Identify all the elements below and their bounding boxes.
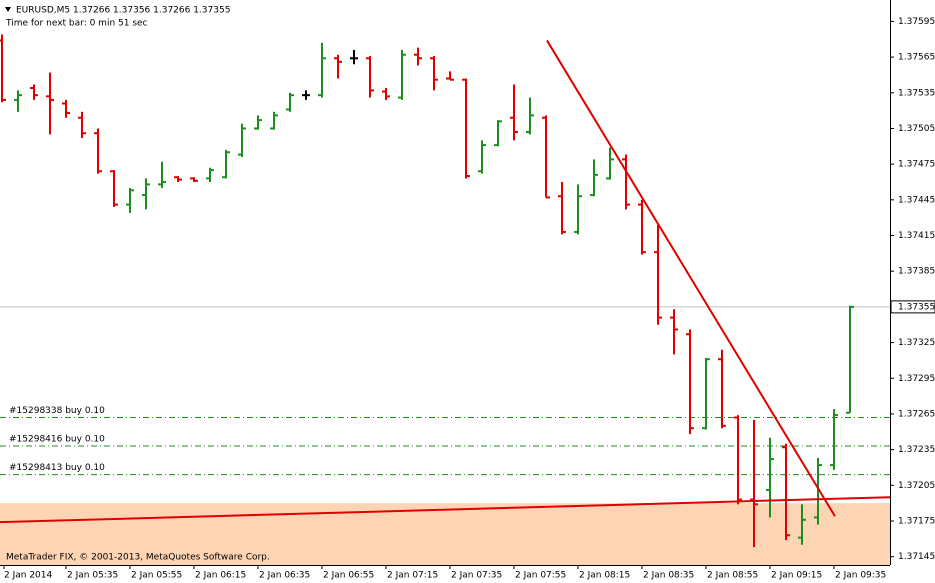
x-tick-label: 2 Jan 06:15	[195, 571, 246, 581]
ohlc-bar	[510, 84, 518, 141]
ohlc-bar	[718, 349, 726, 429]
ohlc-bar	[46, 72, 54, 135]
ohlc-bar	[590, 159, 598, 197]
ohlc-bar	[14, 90, 22, 112]
ohlc-bar	[254, 115, 262, 130]
bid-label: 1.37355	[898, 302, 935, 312]
ohlc-bar	[222, 149, 230, 179]
y-tick-label: 1.37565	[898, 53, 935, 63]
order-label: #15298416 buy 0.10	[9, 435, 105, 445]
x-tick-label: 2 Jan 07:35	[451, 571, 502, 581]
ohlc-bar	[0, 34, 6, 103]
ohlc-bar	[286, 92, 294, 112]
y-tick-label: 1.37415	[898, 231, 935, 241]
y-tick-label: 1.37265	[898, 409, 935, 419]
ohlc-bar	[686, 329, 694, 435]
ohlc-bar	[190, 177, 198, 182]
ohlc-bar	[814, 457, 822, 525]
ohlc-bar	[750, 419, 758, 548]
ohlc-bar	[238, 123, 246, 158]
ohlc-bar	[78, 111, 86, 138]
ohlc-bar	[142, 178, 150, 210]
x-tick-label: 2 Jan 07:55	[515, 571, 566, 581]
chart-title: EURUSD,M5 1.37266 1.37356 1.37266 1.3735…	[16, 6, 230, 16]
ohlc-bar	[334, 54, 342, 79]
x-tick-label: 2 Jan 07:15	[387, 571, 438, 581]
ohlc-bar	[302, 90, 310, 100]
ohlc-bar	[30, 84, 38, 100]
ohlc-bar	[766, 437, 774, 518]
ohlc-bar	[830, 409, 838, 470]
ohlc-bar	[62, 99, 70, 118]
ohlc-bar	[702, 358, 710, 430]
ohlc-bar	[174, 176, 182, 182]
y-tick-label: 1.37205	[898, 481, 935, 491]
ohlc-bar	[734, 415, 742, 505]
y-tick-label: 1.37325	[898, 338, 935, 348]
ohlc-bar	[846, 305, 854, 414]
ohlc-bar	[654, 224, 662, 325]
ohlc-bar	[494, 120, 502, 147]
ohlc-bar	[638, 199, 646, 255]
ohlc-bar	[606, 147, 614, 180]
ohlc-bar	[670, 309, 678, 355]
x-tick-label: 2 Jan 05:35	[67, 571, 118, 581]
ohlc-bar	[398, 49, 406, 100]
y-tick-label: 1.37535	[898, 88, 935, 98]
bid-label-box	[890, 300, 935, 314]
y-tick-label: 1.37475	[898, 160, 935, 170]
chart-subtitle: Time for next bar: 0 min 51 sec	[5, 19, 148, 29]
x-tick-label: 2 Jan 06:35	[259, 571, 310, 581]
ohlc-bar	[782, 443, 790, 541]
ohlc-bar	[270, 111, 278, 130]
x-tick-label: 2 Jan 09:15	[771, 571, 822, 581]
ohlc-bar	[110, 170, 118, 207]
ohlc-bar	[574, 184, 582, 235]
ohlc-bar	[542, 115, 550, 199]
trend-line	[546, 39, 836, 517]
ohlc-bar	[526, 97, 534, 135]
ohlc-bar	[206, 167, 214, 182]
x-tick-label: 2 Jan 08:55	[707, 571, 758, 581]
y-tick-label: 1.37145	[898, 552, 935, 562]
y-tick-label: 1.37445	[898, 195, 935, 205]
order-label: #15298338 buy 0.10	[9, 406, 105, 416]
trend-line	[0, 496, 891, 524]
y-tick-label: 1.37505	[898, 124, 935, 134]
zone	[0, 503, 890, 565]
ohlc-bar	[126, 187, 134, 213]
x-tick-label: 2 Jan 08:15	[579, 571, 630, 581]
ohlc-bar	[318, 42, 326, 98]
ohlc-bar	[446, 71, 454, 81]
ohlc-bar	[558, 181, 566, 235]
ohlc-bar	[798, 504, 806, 545]
ohlc-bar	[158, 161, 166, 188]
ohlc-bar	[622, 154, 630, 210]
ohlc-bar	[366, 55, 374, 98]
ohlc-bar	[350, 49, 358, 65]
ohlc-bar	[382, 88, 390, 100]
plot-area: #15298338 buy 0.10 #15298416 buy 0.10 #152…	[0, 34, 891, 565]
x-tick-label: 2 Jan 05:55	[131, 571, 182, 581]
x-tick-label: 2 Jan 06:55	[323, 571, 374, 581]
ohlc-bar	[478, 140, 486, 174]
ohlc-bar	[462, 78, 470, 179]
menu-arrow[interactable]	[5, 7, 11, 12]
y-tick-label: 1.37175	[898, 516, 935, 526]
y-tick-label: 1.37385	[898, 267, 935, 277]
x-tick-label: 2 Jan 2014	[4, 571, 52, 581]
x-tick-label: 2 Jan 09:35	[835, 571, 886, 581]
ohlc-bar	[94, 128, 102, 174]
y-tick-label: 1.37295	[898, 374, 935, 384]
ohlc-bar	[430, 55, 438, 91]
x-tick-label: 2 Jan 08:35	[643, 571, 694, 581]
footer: MetaTrader FIX, © 2001-2013, MetaQuotes …	[6, 553, 270, 563]
ohlc-bar	[414, 47, 422, 66]
y-tick-label: 1.37235	[898, 445, 935, 455]
y-tick-label: 1.37595	[898, 17, 935, 27]
order-label: #15298413 buy 0.10	[9, 463, 105, 473]
